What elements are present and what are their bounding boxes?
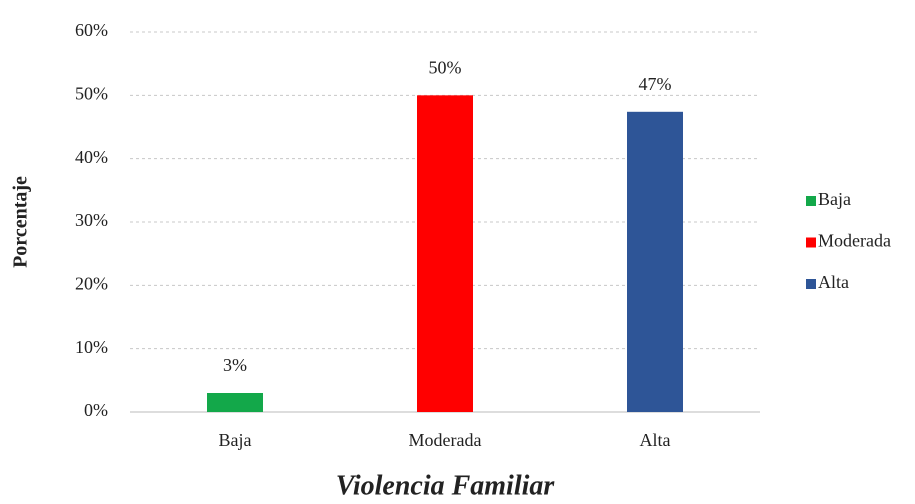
bar [417, 95, 473, 412]
y-tick-label: 20% [75, 273, 108, 293]
x-tick-label: Moderada [409, 430, 482, 450]
x-tick-label: Alta [640, 430, 671, 450]
value-label: 3% [223, 355, 247, 375]
legend-swatch [806, 279, 816, 289]
y-tick-label: 40% [75, 147, 108, 167]
legend-label: Baja [818, 189, 851, 209]
legend-label: Moderada [818, 231, 891, 251]
y-tick-label: 60% [75, 20, 108, 40]
legend-swatch [806, 196, 816, 206]
x-tick-label: Baja [219, 430, 252, 450]
y-tick-label: 30% [75, 210, 108, 230]
y-axis-title: Porcentaje [10, 176, 32, 268]
legend-swatch [806, 237, 816, 248]
bar [627, 111, 683, 413]
value-label: 50% [429, 57, 462, 77]
bar [207, 393, 263, 412]
value-label: 47% [639, 74, 672, 94]
legend-label: Alta [818, 272, 849, 292]
x-axis-title: Violencia Familiar [336, 470, 556, 501]
y-tick-label: 0% [84, 400, 108, 420]
y-tick-label: 10% [75, 337, 108, 357]
y-tick-label: 50% [75, 83, 108, 103]
